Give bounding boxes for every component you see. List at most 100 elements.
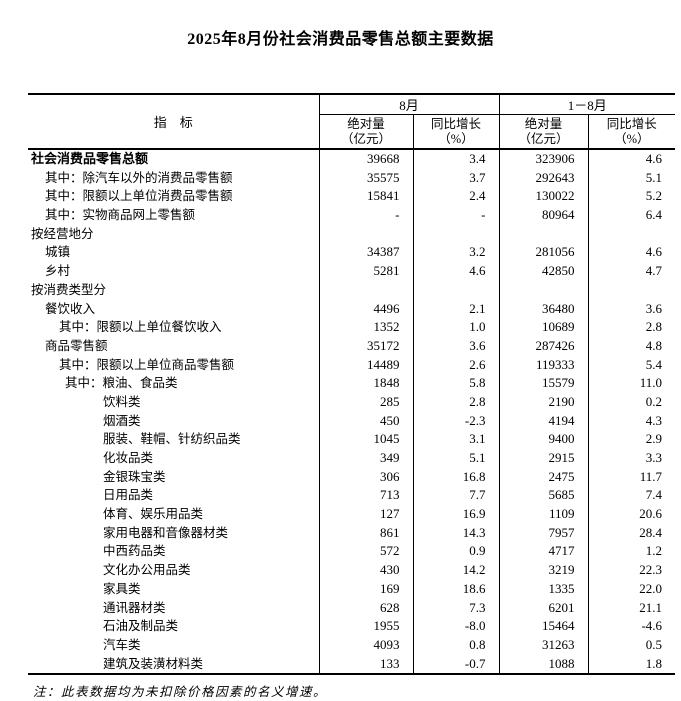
row-value: 5.1: [587, 168, 676, 188]
row-value: 7957: [498, 523, 589, 543]
subheader-line: （%）: [438, 131, 474, 146]
row-value: 2.8: [412, 392, 500, 412]
table-row: 文化办公用品类 430 14.2 3219 22.3: [28, 561, 676, 580]
header-group-row: 指 标 8月 1－8月: [28, 94, 676, 150]
row-value: 2.9: [587, 430, 676, 449]
row-value: -8.0: [412, 617, 500, 636]
row-value: 21.1: [587, 598, 676, 618]
row-value: -4.6: [587, 617, 676, 636]
row-value: 5.4: [587, 355, 676, 375]
row-label: 中西药品类: [103, 544, 166, 559]
footnote: 注：此表数据均为未扣除价格因素的名义增速。: [33, 685, 328, 700]
table-row: 体育、娱乐用品类 127 16.9 1109 20.6: [28, 505, 676, 524]
row-label: 其中：限额以上单位餐饮收入: [59, 320, 222, 335]
row-value: 7.4: [587, 486, 676, 506]
header-sub-row: 绝对量 （亿元） 同比增长 （%） 绝对量 （亿元） 同比增长 （%）: [28, 114, 676, 150]
subheader-absolute-jan-to-aug: 绝对量 （亿元）: [498, 114, 589, 150]
subheader-line: （亿元）: [518, 131, 569, 146]
subheader-line: （亿元）: [340, 131, 391, 146]
row-value: 1.0: [412, 318, 500, 337]
row-value: 1045: [318, 430, 413, 449]
table-row: 社会消费品零售总额 39668 3.4 323906 4.6: [28, 149, 676, 169]
row-value: [498, 280, 589, 300]
row-value: 5.1: [412, 449, 500, 468]
subheader-absolute-august: 绝对量 （亿元）: [318, 114, 413, 150]
row-label: 其中：除汽车以外的消费品零售额: [45, 170, 233, 185]
row-value: 1109: [498, 505, 589, 524]
row-value: 572: [318, 542, 413, 562]
row-value: 2.4: [412, 187, 500, 207]
subheader-line: 同比增长: [431, 116, 482, 131]
row-label: 烟酒类: [103, 413, 141, 428]
row-value: 6201: [498, 598, 589, 618]
column-group-jan-to-aug: 1－8月: [498, 94, 676, 115]
table-row: 其中：限额以上单位餐饮收入 1352 1.0 10689 2.8: [28, 318, 676, 337]
row-value: 323906: [498, 149, 589, 169]
table-row: 城镇 34387 3.2 281056 4.6: [28, 243, 676, 263]
table-row: 服装、鞋帽、针纺织品类 1045 3.1 9400 2.9: [28, 430, 676, 449]
table-body: 社会消费品零售总额 39668 3.4 323906 4.6 其中：除汽车以外的…: [28, 149, 676, 675]
row-value: 22.0: [587, 579, 676, 599]
row-value: 39668: [318, 149, 413, 169]
row-value: 22.3: [587, 561, 676, 580]
row-value: 1955: [318, 617, 413, 636]
row-value: 10689: [498, 318, 589, 337]
row-value: 7.3: [412, 598, 500, 618]
table-row: 化妆品类 349 5.1 2915 3.3: [28, 449, 676, 468]
table-row: 餐饮收入 4496 2.1 36480 3.6: [28, 299, 676, 319]
row-value: 713: [318, 486, 413, 506]
row-label: 文化办公用品类: [103, 563, 191, 578]
row-value: 14489: [318, 355, 413, 375]
row-label: 其中：粮油、食品类: [65, 376, 178, 391]
table-row: 日用品类 713 7.7 5685 7.4: [28, 486, 676, 506]
table-header: 指 标 8月 1－8月 绝对量 （亿元） 同比增长 （%） 绝对量 （亿元）: [28, 94, 676, 150]
row-value: -0.7: [412, 654, 500, 675]
row-label: 其中：限额以上单位消费品零售额: [45, 189, 233, 204]
table-row: 按经营地分: [28, 224, 676, 244]
table-row: 建筑及装潢材料类 133 -0.7 1088 1.8: [28, 654, 676, 675]
row-value: 11.0: [587, 374, 676, 393]
row-value: 130022: [498, 187, 589, 207]
table-row: 家用电器和音像器材类 861 14.3 7957 28.4: [28, 523, 676, 543]
row-label: 社会消费品零售总额: [31, 151, 149, 166]
row-label: 化妆品类: [103, 451, 154, 465]
row-value: 6.4: [587, 206, 676, 225]
table-row: 烟酒类 450 -2.3 4194 4.3: [28, 411, 676, 431]
row-value: 281056: [498, 243, 589, 263]
row-value: 1848: [318, 374, 413, 393]
table-row: 石油及制品类 1955 -8.0 15464 -4.6: [28, 617, 676, 636]
subheader-line: 同比增长: [606, 116, 657, 131]
row-value: 0.9: [412, 542, 500, 562]
row-value: -2.3: [412, 411, 500, 431]
row-label: 其中：限额以上单位商品零售额: [59, 357, 235, 372]
row-value: 0.8: [412, 635, 500, 655]
row-value: 4496: [318, 299, 413, 319]
row-value: 80964: [498, 206, 589, 225]
row-value: 4717: [498, 542, 589, 562]
row-value: 4.6: [412, 262, 500, 281]
row-value: 31263: [498, 635, 589, 655]
table-row: 中西药品类 572 0.9 4717 1.2: [28, 542, 676, 562]
row-value: 3.7: [412, 168, 500, 188]
row-value: 4.6: [587, 243, 676, 263]
row-label: 餐饮收入: [45, 301, 96, 316]
row-value: [318, 224, 413, 244]
row-value: 16.9: [412, 505, 500, 524]
row-value: 7.7: [412, 486, 500, 506]
row-value: 11.7: [587, 467, 676, 487]
row-value: 133: [318, 654, 413, 675]
subheader-growth-jan-to-aug: 同比增长 （%）: [587, 114, 676, 150]
row-value: 34387: [318, 243, 413, 263]
row-value: 2190: [498, 392, 589, 412]
row-label: 服装、鞋帽、针纺织品类: [103, 432, 241, 447]
row-label: 体育、娱乐用品类: [103, 507, 204, 522]
row-label: 其中：实物商品网上零售额: [45, 208, 196, 223]
row-value: 2915: [498, 449, 589, 468]
row-label: 饮料类: [103, 394, 141, 409]
row-value: 5.8: [412, 374, 500, 393]
row-value: 14.2: [412, 561, 500, 580]
row-value: 3.4: [412, 149, 500, 169]
row-value: [412, 280, 500, 300]
row-value: 2.8: [587, 318, 676, 337]
